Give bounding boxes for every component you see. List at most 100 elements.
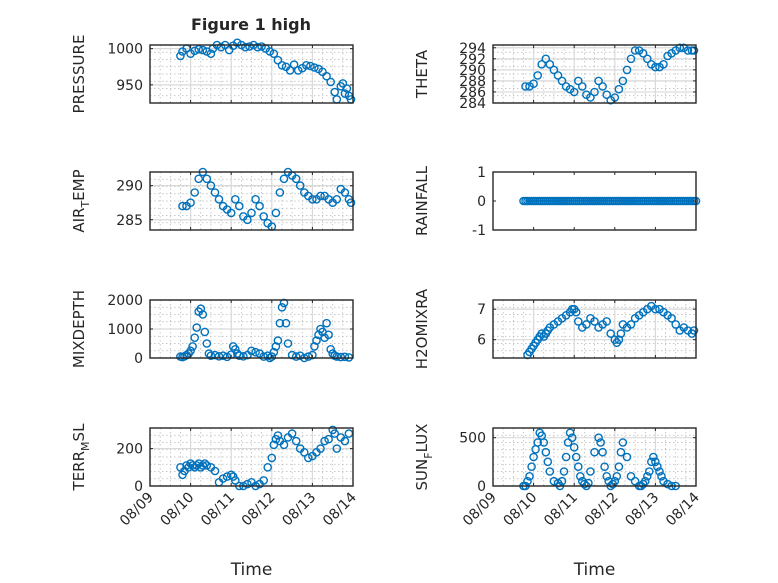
- panel-pressure-ytick-label: 950: [116, 78, 143, 94]
- panel-terr-msl-point: [287, 429, 297, 438]
- panel-rainfall: -1 0 1 RAINFALL: [413, 165, 701, 239]
- panel-terr-msl-point: [263, 462, 273, 472]
- panel-terr-msl-ytick-label: 200: [116, 442, 143, 458]
- panel-sun-flux-point: [594, 433, 603, 443]
- panel-sun-flux-point: [626, 471, 636, 481]
- panel-mixdepth-point: [340, 352, 350, 362]
- panel-mixdepth-point: [283, 339, 293, 348]
- panel-air-temp-point: [247, 208, 256, 218]
- panel-terr-msl-point: [267, 453, 277, 463]
- panel-pressure-point: [289, 60, 299, 69]
- panel-rainfall-ytick-label: -1: [472, 223, 486, 239]
- panel-mixdepth-point: [279, 298, 289, 308]
- panel-terr-msl-point: [226, 470, 236, 480]
- panel-terr-msl-point: [316, 444, 325, 453]
- panel-mixdepth-point: [269, 347, 279, 357]
- panel-sun-flux-point: [590, 447, 599, 457]
- panel-sun-flux-point: [614, 462, 624, 472]
- panel-air-temp-point: [210, 188, 220, 197]
- panel-sun-flux-point: [643, 471, 652, 481]
- panel-terr-msl-point: [269, 440, 279, 450]
- panel-sun-flux-point: [602, 471, 612, 481]
- panel-sun-flux-point: [649, 452, 658, 462]
- panel-mixdepth-ylabel: MIXDEPTH: [70, 290, 88, 368]
- panel-mixdepth-point: [198, 310, 208, 319]
- panel-terr-msl-grid: [150, 428, 353, 487]
- panel-mixdepth-point: [281, 318, 291, 328]
- panel-terr-msl-point: [222, 472, 232, 481]
- panel-pressure-point: [253, 42, 262, 52]
- panel-rainfall-ytick-label: 0: [477, 194, 486, 210]
- panel-h2omixra-point: [582, 320, 591, 329]
- panel-mixdepth-point: [202, 339, 212, 348]
- panel-sun-flux-xlabel: Time: [573, 560, 616, 580]
- panel-mixdepth-grid: [150, 299, 353, 359]
- panel-air-temp-point: [230, 194, 240, 204]
- panel-air-temp-ylabel: AIRTEMP: [70, 169, 92, 232]
- panel-pressure-point: [326, 77, 336, 87]
- panel-theta-point: [569, 87, 579, 97]
- panel-h2omixra-point: [571, 307, 581, 317]
- panel-h2omixra-point: [574, 317, 583, 326]
- panel-sun-flux-point: [586, 467, 595, 476]
- panel-mixdepth-ytick-label: 0: [134, 351, 143, 367]
- panel-h2omixra-point: [671, 320, 681, 329]
- panel-h2omixra-point: [651, 304, 660, 314]
- panel-h2omixra-point: [667, 313, 676, 323]
- panel-sun-flux-point: [543, 457, 553, 467]
- panel-air-temp-point: [259, 212, 269, 221]
- panel-sun-flux-point: [565, 428, 575, 438]
- panel-theta-ytick-label: 290: [459, 63, 486, 79]
- panel-terr-msl-point: [330, 429, 340, 438]
- panel-sun-flux-ytick-label: 500: [459, 431, 486, 447]
- panel-sun-flux-point: [596, 438, 605, 447]
- panel-air-temp-point: [346, 198, 356, 207]
- panel-air-temp-point: [275, 188, 285, 197]
- panel-sun-flux-ylabel: SUNFLUX: [413, 424, 435, 491]
- panel-h2omixra-point: [606, 329, 616, 338]
- panel-air-temp-point: [291, 174, 301, 184]
- panel-rainfall-series: [519, 196, 701, 206]
- panel-terr-msl-point: [200, 459, 210, 468]
- panel-theta-ytick-label: 288: [459, 74, 486, 90]
- panel-theta-point: [643, 54, 652, 64]
- panel-pressure-point: [232, 38, 242, 48]
- panel-theta-point: [675, 43, 685, 53]
- panel-air-temp-point: [190, 188, 199, 197]
- panel-theta-point: [622, 65, 632, 75]
- panel-theta-series: [521, 43, 699, 105]
- panel-terr-msl-point: [182, 461, 191, 470]
- panel-mixdepth-point: [310, 342, 319, 351]
- panel-h2omixra: 6 7 H2OMIXRA: [413, 288, 699, 369]
- panel-h2omixra-series: [523, 301, 699, 360]
- panel-air-temp-point: [271, 208, 281, 218]
- panel-sun-flux-point: [598, 447, 607, 457]
- panel-mixdepth-point: [196, 304, 206, 314]
- panel-sun-flux-point: [612, 471, 622, 481]
- panel-mixdepth-point: [275, 318, 285, 328]
- panel-air-temp-point: [255, 201, 264, 211]
- panel-theta-point: [618, 76, 628, 86]
- panel-sun-flux-point: [523, 476, 532, 486]
- panel-sun-flux-point: [574, 462, 583, 472]
- figure-title: Figure 1 high: [191, 15, 311, 34]
- panel-mixdepth-point: [267, 352, 277, 361]
- panel-sun-flux-point: [559, 467, 569, 476]
- panel-mixdepth-point: [214, 351, 224, 361]
- panel-theta-point: [594, 76, 603, 86]
- panel-terr-msl-ylabel: TERRMSL: [70, 423, 92, 492]
- panel-mixdepth-point: [271, 342, 281, 351]
- panel-sun-flux-point: [616, 447, 626, 457]
- panel-mixdepth-point: [239, 351, 248, 361]
- panel-pressure-point: [273, 55, 283, 65]
- panel-terr-msl-point: [279, 440, 289, 450]
- panel-air-temp-point: [279, 174, 289, 184]
- panel-mixdepth-point: [200, 327, 210, 337]
- panel-air-temp-series: [178, 167, 356, 231]
- panel-air-temp: 285 290 AIRTEMP: [70, 167, 356, 233]
- panel-theta-point: [590, 87, 599, 97]
- panel-pressure-point: [306, 61, 315, 71]
- panel-h2omixra-ytick-label: 6: [477, 333, 486, 349]
- panel-sun-flux-axes-box: [492, 427, 697, 487]
- panel-sun-flux-point: [653, 462, 662, 472]
